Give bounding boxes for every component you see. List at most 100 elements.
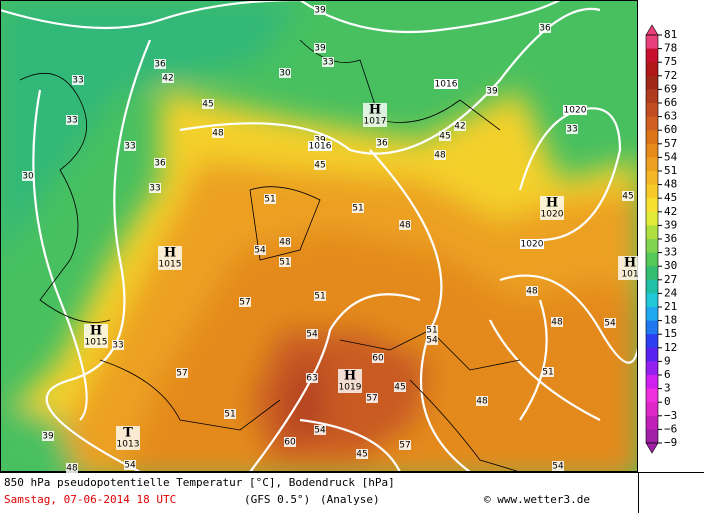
- label-bg: [372, 353, 384, 363]
- label-bg: [112, 340, 124, 350]
- colorbar-top-arrow: [645, 24, 659, 36]
- colorbar-band: [646, 375, 658, 390]
- label-bg: [314, 160, 326, 170]
- colorbar-band: [646, 184, 658, 199]
- colorbar-band: [646, 361, 658, 376]
- label-bg: [279, 68, 291, 78]
- contour-label: 54: [306, 330, 318, 340]
- colorbar-band: [646, 225, 658, 240]
- colorbar-label: 12: [664, 341, 677, 354]
- contour-label: 36: [154, 60, 166, 70]
- pressure-value: 1015: [159, 260, 182, 270]
- label-bg: [551, 317, 563, 327]
- isobars: [0, 0, 638, 472]
- label-bg: [486, 86, 498, 96]
- colorbar-band: [646, 347, 658, 362]
- label-bg: [224, 409, 236, 419]
- contour-label: 33: [566, 125, 577, 135]
- contour-label: 39: [314, 44, 326, 54]
- label-bg: [154, 59, 166, 69]
- contour-label: 60: [372, 354, 384, 364]
- footer-title: 850 hPa pseudopotentielle Temperatur [°C…: [4, 476, 395, 489]
- label-bg: [399, 440, 411, 450]
- colorbar-label: 63: [664, 110, 677, 123]
- label-bg: [314, 43, 326, 53]
- contour-label: 48: [434, 151, 446, 161]
- contour-label: 48: [212, 129, 224, 139]
- label-bg: [254, 245, 266, 255]
- label-bg: [399, 220, 411, 230]
- label-bg: [124, 141, 136, 151]
- colorbar-label: 45: [664, 191, 677, 204]
- contour-label: 57: [399, 441, 410, 451]
- contour-label: 57: [176, 369, 187, 379]
- pressure-value: 1013: [117, 440, 140, 450]
- colorbar-band: [646, 89, 658, 104]
- colorbar-label: 57: [664, 137, 677, 150]
- colorbar-band: [646, 279, 658, 294]
- colorbar-band: [646, 252, 658, 267]
- pressure-symbol: H: [164, 246, 176, 261]
- colorbar-band: [646, 116, 658, 131]
- contour-label: 51: [279, 258, 290, 268]
- colorbar-label: 27: [664, 273, 677, 286]
- colorbar-band: [646, 402, 658, 417]
- label-bg: [552, 461, 564, 471]
- contour-label: 45: [202, 100, 213, 110]
- contour-label: 33: [112, 341, 123, 351]
- contour-label: 33: [124, 142, 135, 152]
- isobar-label: 1020: [521, 240, 544, 250]
- colorbar-label: 18: [664, 314, 677, 327]
- colorbar-band: [646, 171, 658, 186]
- colorbar-bottom-arrow: [645, 442, 659, 454]
- isobar-label: 1020: [564, 106, 587, 116]
- label-bg: [363, 103, 387, 127]
- label-bg: [426, 335, 438, 345]
- colorbar-band: [646, 293, 658, 308]
- contour-label: 30: [22, 172, 34, 182]
- colorbar-band: [646, 62, 658, 77]
- colorbar-band: [646, 211, 658, 226]
- contour-label: 45: [356, 450, 367, 460]
- contour-label: 36: [376, 139, 388, 149]
- contour-label: 54: [124, 461, 136, 471]
- contour-label: 51: [224, 410, 235, 420]
- contour-label: 42: [454, 122, 465, 132]
- label-bg: [154, 158, 166, 168]
- colorbar-band: [646, 143, 658, 158]
- footer-date: Samstag, 07-06-2014 18 UTC: [4, 493, 176, 506]
- colorbar-label: 69: [664, 82, 677, 95]
- colorbar-label: 75: [664, 55, 677, 68]
- label-bg: [376, 138, 388, 148]
- label-bg: [264, 194, 276, 204]
- pressure-symbol: T: [123, 426, 133, 441]
- label-bg: [314, 291, 326, 301]
- contour-label: 45: [394, 383, 405, 393]
- contour-label: 57: [239, 298, 250, 308]
- pressure-symbol: H: [546, 196, 558, 211]
- pressure-value: 101: [621, 270, 638, 280]
- contour-label: 48: [551, 318, 563, 328]
- label-bg: [566, 124, 578, 134]
- colorbar-label: −9: [664, 436, 677, 449]
- contour-label: 39: [42, 432, 54, 442]
- contour-label: 36: [539, 24, 551, 34]
- map-frame: [0, 0, 638, 472]
- footer-model: (GFS 0.5°): [244, 493, 310, 506]
- contour-label: 51: [264, 195, 275, 205]
- label-bg: [306, 373, 318, 383]
- isobar-label: 1016: [435, 80, 458, 90]
- colorbar-label: 33: [664, 246, 677, 259]
- label-bg: [149, 183, 161, 193]
- colorbar-band: [646, 429, 658, 444]
- contour-label: 36: [154, 159, 166, 169]
- colorbar-band: [646, 75, 658, 90]
- colorbar-band: [646, 198, 658, 213]
- contour-label: 51: [314, 292, 325, 302]
- contour-label: 30: [279, 69, 291, 79]
- label-bg: [542, 367, 554, 377]
- label-bg: [279, 257, 291, 267]
- colorbar-band: [646, 130, 658, 145]
